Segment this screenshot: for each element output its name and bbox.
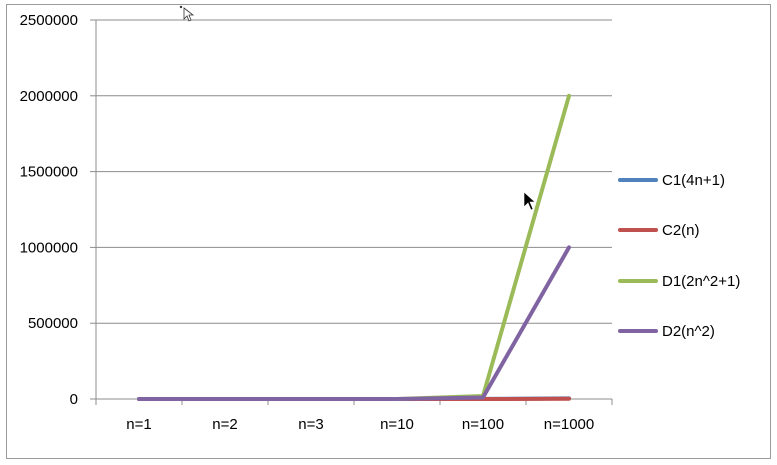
legend-label: C1(4n+1) <box>662 172 725 189</box>
busy-cursor-dot-icon <box>179 5 183 9</box>
x-tick-label: n=1000 <box>544 416 594 433</box>
x-tick-label: n=1 <box>126 416 151 433</box>
y-tick-label: 1000000 <box>20 239 78 256</box>
mouse-cursors <box>179 5 536 211</box>
legend-label: D2(n^2) <box>662 323 715 340</box>
legend-label: D1(2n^2+1) <box>662 273 740 290</box>
y-tick-label: 2000000 <box>20 88 78 105</box>
x-tick-label: n=2 <box>212 416 237 433</box>
busy-cursor-icon <box>183 7 195 22</box>
series-line-3 <box>137 245 571 401</box>
series-lines <box>137 93 571 401</box>
mouse-cursor-icon <box>523 191 536 211</box>
y-tick-label: 500000 <box>28 315 78 332</box>
legend: C1(4n+1) C2(n) D1(2n^2+1) D2(n^2) <box>618 172 740 340</box>
x-tick-label: n=100 <box>462 416 504 433</box>
y-tick-label: 0 <box>70 391 78 408</box>
x-tick-label: n=3 <box>298 416 323 433</box>
gridlines <box>90 19 612 400</box>
legend-label: C2(n) <box>662 222 700 239</box>
y-tick-label: 1500000 <box>20 164 78 181</box>
y-tick-label: 2500000 <box>20 12 78 29</box>
y-axis-tick-labels: 0 500000 1000000 1500000 2000000 2500000 <box>20 12 78 408</box>
x-axis-tick-labels: n=1 n=2 n=3 n=10 n=100 n=1000 <box>126 416 594 433</box>
x-tick-label: n=10 <box>380 416 414 433</box>
